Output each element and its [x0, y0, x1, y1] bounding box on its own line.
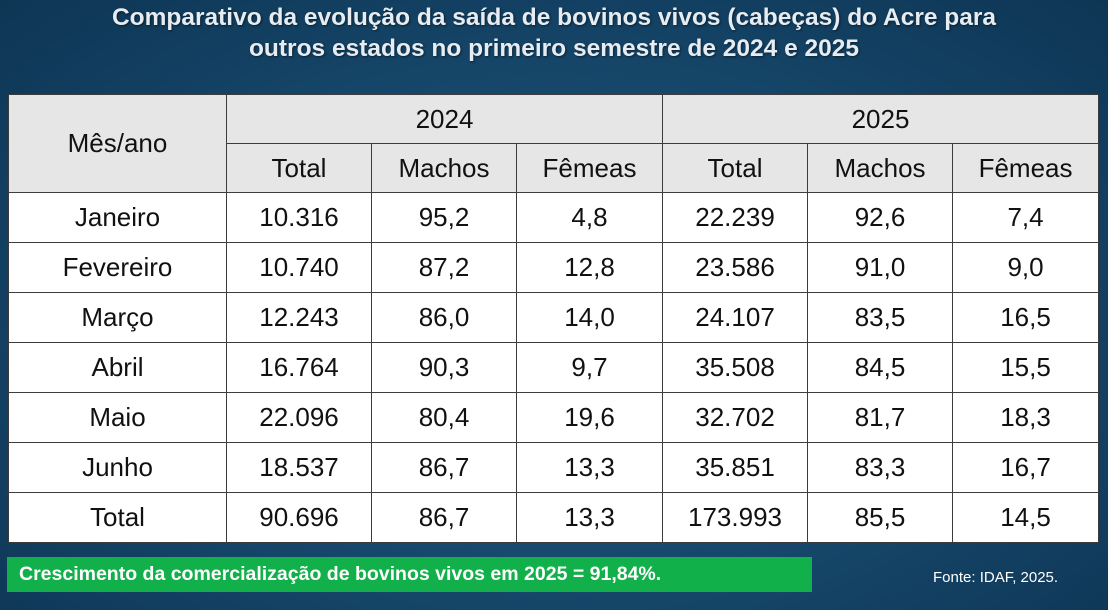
source-note: Fonte: IDAF, 2025. — [933, 569, 1059, 586]
table-row: Fevereiro 10.740 87,2 12,8 23.586 91,0 9,0 — [8, 242, 1100, 293]
table-cell: 19,6 — [515, 392, 664, 443]
table-row: Total 90.696 86,7 13,3 173.993 85,5 14,5 — [8, 492, 1100, 543]
table-cell: 90,3 — [371, 342, 517, 393]
table-cell: 15,5 — [952, 342, 1100, 393]
table-cell: 14,0 — [515, 292, 664, 343]
header-total-2025: Total — [662, 143, 809, 193]
table-cell: 91,0 — [807, 242, 954, 293]
title-line-2: outros estados no primeiro semestre de 2… — [248, 35, 860, 62]
table-cell: 23.586 — [662, 242, 809, 293]
header-year-2025: 2025 — [662, 94, 1100, 144]
header-femeas-2025: Fêmeas — [952, 143, 1100, 193]
table-cell: 83,5 — [807, 292, 954, 343]
header-row-years: Mês/ano 2024 2025 — [8, 94, 1100, 193]
row-label: Junho — [8, 442, 227, 493]
table-cell: 22.239 — [662, 192, 809, 243]
table-cell: 81,7 — [807, 392, 954, 443]
table-cell: 4,8 — [515, 192, 664, 243]
table-cell: 86,7 — [371, 442, 517, 493]
table-cell: 12,8 — [515, 242, 664, 293]
table-cell: 85,5 — [807, 492, 954, 543]
header-month-year: Mês/ano — [8, 94, 227, 193]
table-row: Janeiro 10.316 95,2 4,8 22.239 92,6 7,4 — [8, 192, 1100, 243]
table-row: Março 12.243 86,0 14,0 24.107 83,5 16,5 — [8, 292, 1100, 343]
row-label: Março — [8, 292, 227, 343]
table-cell: 92,6 — [807, 192, 954, 243]
table-row: Junho 18.537 86,7 13,3 35.851 83,3 16,7 — [8, 442, 1100, 493]
table-cell: 16.764 — [226, 342, 372, 393]
table-cell: 18.537 — [226, 442, 372, 493]
table-cell: 18,3 — [952, 392, 1100, 443]
table-cell: 10.740 — [226, 242, 372, 293]
row-label: Maio — [8, 392, 227, 443]
header-row-categories: Total Machos Fêmeas Total Machos Fêmeas — [9, 143, 1100, 193]
header-year-2024: 2024 — [225, 94, 664, 144]
table-cell: 84,5 — [807, 342, 954, 393]
table-cell: 90.696 — [226, 492, 372, 543]
table-cell: 14,5 — [952, 492, 1100, 543]
header-femeas-2024: Fêmeas — [515, 143, 664, 193]
table-cell: 13,3 — [515, 492, 664, 543]
table-cell: 9,7 — [515, 342, 664, 393]
page-title: Comparativo da evolução da saída de bovi… — [0, 2, 1108, 64]
table-cell: 83,3 — [807, 442, 954, 493]
title-line-1: Comparativo da evolução da saída de bovi… — [111, 4, 997, 31]
row-label: Total — [8, 492, 227, 543]
table-cell: 86,7 — [371, 492, 517, 543]
table-cell: 24.107 — [662, 292, 809, 343]
table-cell: 87,2 — [371, 242, 517, 293]
comparison-table: Mês/ano 2024 2025 Total Machos Fêmeas To… — [8, 94, 1100, 543]
header-total-2024: Total — [226, 143, 372, 193]
table-body: Janeiro 10.316 95,2 4,8 22.239 92,6 7,4 Feverei… — [8, 192, 1100, 543]
table-cell: 35.508 — [662, 342, 809, 393]
table-cell: 95,2 — [371, 192, 517, 243]
table-cell: 32.702 — [662, 392, 809, 443]
table-cell: 12.243 — [226, 292, 372, 343]
table-cell: 80,4 — [371, 392, 517, 443]
table-cell: 13,3 — [515, 442, 664, 493]
table-cell: 173.993 — [662, 492, 809, 543]
table-row: Abril 16.764 90,3 9,7 35.508 84,5 15,5 — [8, 342, 1100, 393]
table-cell: 16,7 — [952, 442, 1100, 493]
table-cell: 16,5 — [952, 292, 1100, 343]
header-machos-2024: Machos — [371, 143, 517, 193]
table-cell: 35.851 — [662, 442, 809, 493]
row-label: Janeiro — [8, 192, 227, 243]
header-machos-2025: Machos — [807, 143, 954, 193]
table-row: Maio 22.096 80,4 19,6 32.702 81,7 18,3 — [8, 392, 1100, 443]
table-cell: 7,4 — [952, 192, 1100, 243]
table-cell: 86,0 — [371, 292, 517, 343]
table-cell: 9,0 — [952, 242, 1100, 293]
table-cell: 10.316 — [226, 192, 372, 243]
growth-banner: Crescimento da comercialização de bovino… — [7, 557, 812, 592]
row-label: Abril — [8, 342, 227, 393]
table-cell: 22.096 — [226, 392, 372, 443]
row-label: Fevereiro — [8, 242, 227, 293]
